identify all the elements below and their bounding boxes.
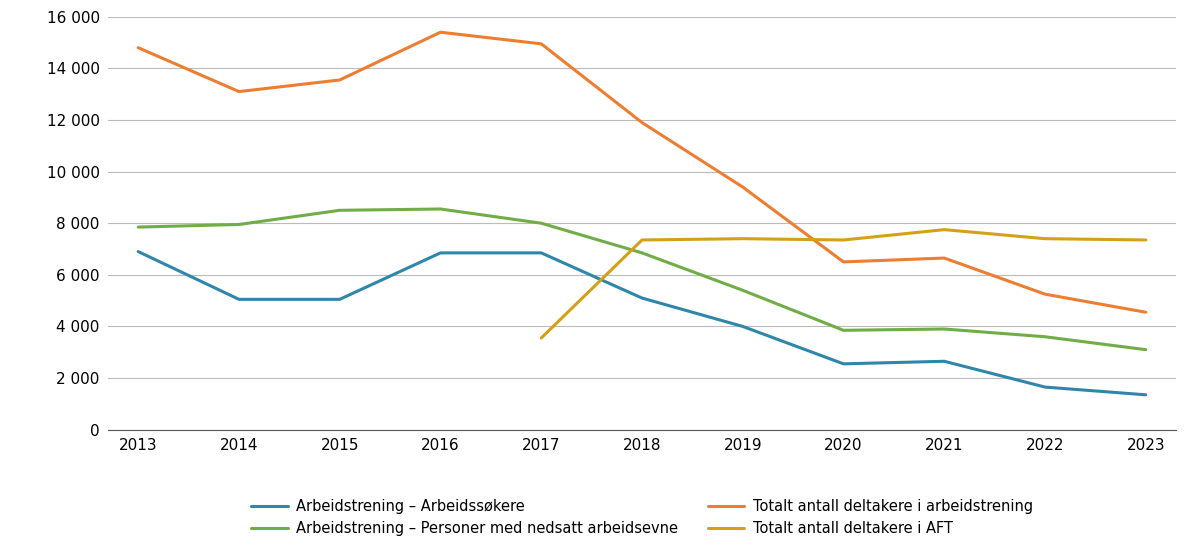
Totalt antall deltakere i arbeidstrening [635, 119, 649, 126]
Arbeidstrening – Personer med nedsatt arbeidsevne [232, 221, 246, 228]
Line: Totalt antall deltakere i arbeidstrening: Totalt antall deltakere i arbeidstrening [138, 32, 1146, 312]
Arbeidstrening – Arbeidssøkere [736, 323, 750, 330]
Arbeidstrening – Personer med nedsatt arbeidsevne [131, 224, 145, 230]
Totalt antall deltakere i AFT [1038, 235, 1052, 242]
Line: Totalt antall deltakere i AFT: Totalt antall deltakere i AFT [541, 230, 1146, 338]
Totalt antall deltakere i AFT [1139, 237, 1153, 243]
Arbeidstrening – Personer med nedsatt arbeidsevne [534, 220, 548, 227]
Arbeidstrening – Arbeidssøkere [1038, 384, 1052, 391]
Arbeidstrening – Arbeidssøkere [433, 249, 448, 256]
Totalt antall deltakere i arbeidstrening [131, 45, 145, 51]
Totalt antall deltakere i AFT [635, 237, 649, 243]
Totalt antall deltakere i arbeidstrening [1139, 309, 1153, 316]
Totalt antall deltakere i arbeidstrening [332, 76, 347, 83]
Line: Arbeidstrening – Arbeidssøkere: Arbeidstrening – Arbeidssøkere [138, 252, 1146, 395]
Arbeidstrening – Personer med nedsatt arbeidsevne [635, 249, 649, 256]
Totalt antall deltakere i arbeidstrening [736, 184, 750, 190]
Totalt antall deltakere i arbeidstrening [534, 41, 548, 47]
Arbeidstrening – Arbeidssøkere [332, 296, 347, 302]
Legend: Arbeidstrening – Arbeidssøkere, Arbeidstrening – Personer med nedsatt arbeidsevn: Arbeidstrening – Arbeidssøkere, Arbeidst… [251, 499, 1033, 536]
Arbeidstrening – Personer med nedsatt arbeidsevne [736, 287, 750, 294]
Arbeidstrening – Arbeidssøkere [131, 248, 145, 255]
Totalt antall deltakere i AFT [534, 335, 548, 341]
Arbeidstrening – Personer med nedsatt arbeidsevne [433, 206, 448, 213]
Arbeidstrening – Arbeidssøkere [534, 249, 548, 256]
Totalt antall deltakere i AFT [736, 235, 750, 242]
Arbeidstrening – Arbeidssøkere [1139, 392, 1153, 398]
Arbeidstrening – Personer med nedsatt arbeidsevne [937, 326, 952, 333]
Totalt antall deltakere i AFT [836, 237, 851, 243]
Arbeidstrening – Personer med nedsatt arbeidsevne [836, 327, 851, 334]
Arbeidstrening – Arbeidssøkere [635, 295, 649, 301]
Line: Arbeidstrening – Personer med nedsatt arbeidsevne: Arbeidstrening – Personer med nedsatt ar… [138, 209, 1146, 350]
Arbeidstrening – Personer med nedsatt arbeidsevne [332, 207, 347, 214]
Totalt antall deltakere i AFT [937, 227, 952, 233]
Totalt antall deltakere i arbeidstrening [1038, 291, 1052, 297]
Arbeidstrening – Arbeidssøkere [836, 360, 851, 367]
Totalt antall deltakere i arbeidstrening [937, 254, 952, 261]
Totalt antall deltakere i arbeidstrening [836, 258, 851, 265]
Arbeidstrening – Arbeidssøkere [937, 358, 952, 364]
Arbeidstrening – Personer med nedsatt arbeidsevne [1139, 347, 1153, 353]
Arbeidstrening – Arbeidssøkere [232, 296, 246, 302]
Arbeidstrening – Personer med nedsatt arbeidsevne [1038, 333, 1052, 340]
Totalt antall deltakere i arbeidstrening [232, 88, 246, 95]
Totalt antall deltakere i arbeidstrening [433, 29, 448, 36]
